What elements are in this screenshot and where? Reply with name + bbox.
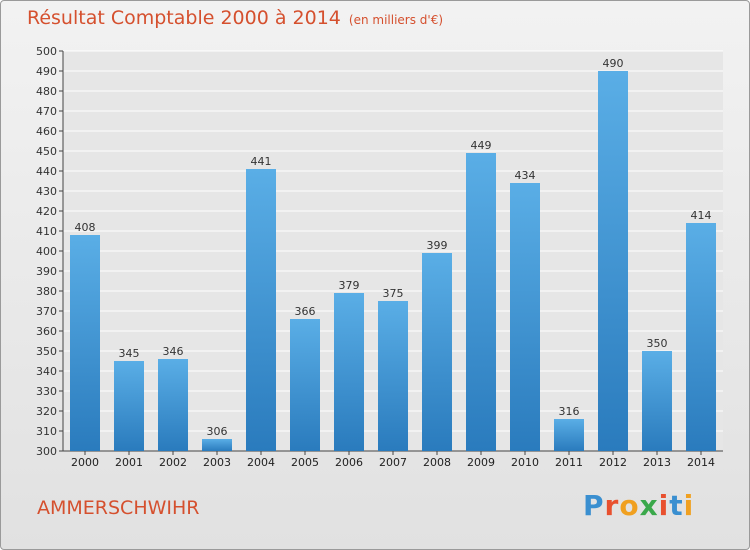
logo-letter: P [583, 489, 605, 522]
y-tick-label: 500 [36, 45, 57, 58]
x-tick-label-2008: 2008 [423, 456, 451, 469]
chart-title-text: Résultat Comptable 2000 à 2014 [27, 7, 341, 29]
value-label-2005: 366 [295, 305, 316, 318]
location-name: AMMERSCHWIHR [37, 497, 200, 519]
x-tick-label-2006: 2006 [335, 456, 363, 469]
logo-letter: i [683, 489, 695, 522]
x-tick-label-2011: 2011 [555, 456, 583, 469]
y-tick-label: 330 [36, 385, 57, 398]
bar-2010[interactable] [510, 183, 540, 451]
x-tick-label-2009: 2009 [467, 456, 495, 469]
x-tick-label-2013: 2013 [643, 456, 671, 469]
value-label-2011: 316 [559, 405, 580, 418]
y-tick-label: 430 [36, 185, 57, 198]
bar-2003[interactable] [202, 439, 232, 451]
x-tick-label-2012: 2012 [599, 456, 627, 469]
value-label-2002: 346 [163, 345, 184, 358]
value-label-2000: 408 [75, 221, 96, 234]
x-tick-label-2005: 2005 [291, 456, 319, 469]
bar-2004[interactable] [246, 169, 276, 451]
logo-letter: x [639, 489, 659, 522]
logo-letter: r [604, 489, 620, 522]
bar-2007[interactable] [378, 301, 408, 451]
y-tick-label: 480 [36, 85, 57, 98]
value-label-2001: 345 [119, 347, 140, 360]
value-label-2013: 350 [647, 337, 668, 350]
y-tick-label: 310 [36, 425, 57, 438]
logo-letter: i [658, 489, 670, 522]
bar-2011[interactable] [554, 419, 584, 451]
value-label-2004: 441 [251, 155, 272, 168]
y-tick-label: 390 [36, 265, 57, 278]
x-tick-label-2004: 2004 [247, 456, 275, 469]
bar-2005[interactable] [290, 319, 320, 451]
bar-2002[interactable] [158, 359, 188, 451]
x-tick-label-2003: 2003 [203, 456, 231, 469]
y-tick-label: 440 [36, 165, 57, 178]
y-tick-label: 350 [36, 345, 57, 358]
bar-2006[interactable] [334, 293, 364, 451]
bar-2008[interactable] [422, 253, 452, 451]
y-tick-label: 370 [36, 305, 57, 318]
value-label-2003: 306 [207, 425, 228, 438]
bar-2014[interactable] [686, 223, 716, 451]
x-tick-label-2001: 2001 [115, 456, 143, 469]
bar-2013[interactable] [642, 351, 672, 451]
bar-2001[interactable] [114, 361, 144, 451]
y-tick-label: 320 [36, 405, 57, 418]
x-tick-label-2002: 2002 [159, 456, 187, 469]
bar-2012[interactable] [598, 71, 628, 451]
y-tick-label: 300 [36, 445, 57, 458]
bar-2009[interactable] [466, 153, 496, 451]
chart-subtitle: (en milliers d'€) [348, 13, 444, 27]
x-tick-label-2014: 2014 [687, 456, 715, 469]
x-tick-label-2010: 2010 [511, 456, 539, 469]
y-tick-label: 470 [36, 105, 57, 118]
y-tick-label: 490 [36, 65, 57, 78]
y-tick-label: 400 [36, 245, 57, 258]
y-tick-label: 460 [36, 125, 57, 138]
value-label-2010: 434 [515, 169, 536, 182]
value-label-2012: 490 [603, 57, 624, 70]
proxiti-logo[interactable]: Proxiti [583, 489, 694, 522]
value-label-2007: 375 [383, 287, 404, 300]
y-tick-label: 360 [36, 325, 57, 338]
x-tick-label-2000: 2000 [71, 456, 99, 469]
value-label-2014: 414 [691, 209, 712, 222]
value-label-2008: 399 [427, 239, 448, 252]
y-tick-label: 420 [36, 205, 57, 218]
y-tick-label: 410 [36, 225, 57, 238]
bar-2000[interactable] [70, 235, 100, 451]
y-tick-label: 450 [36, 145, 57, 158]
logo-letter: o [619, 489, 640, 522]
chart-title: Résultat Comptable 2000 à 2014 (en millie… [27, 7, 443, 29]
y-tick-label: 380 [36, 285, 57, 298]
y-tick-label: 340 [36, 365, 57, 378]
x-tick-label-2007: 2007 [379, 456, 407, 469]
value-label-2009: 449 [471, 139, 492, 152]
logo-letter: t [669, 489, 684, 522]
value-label-2006: 379 [339, 279, 360, 292]
